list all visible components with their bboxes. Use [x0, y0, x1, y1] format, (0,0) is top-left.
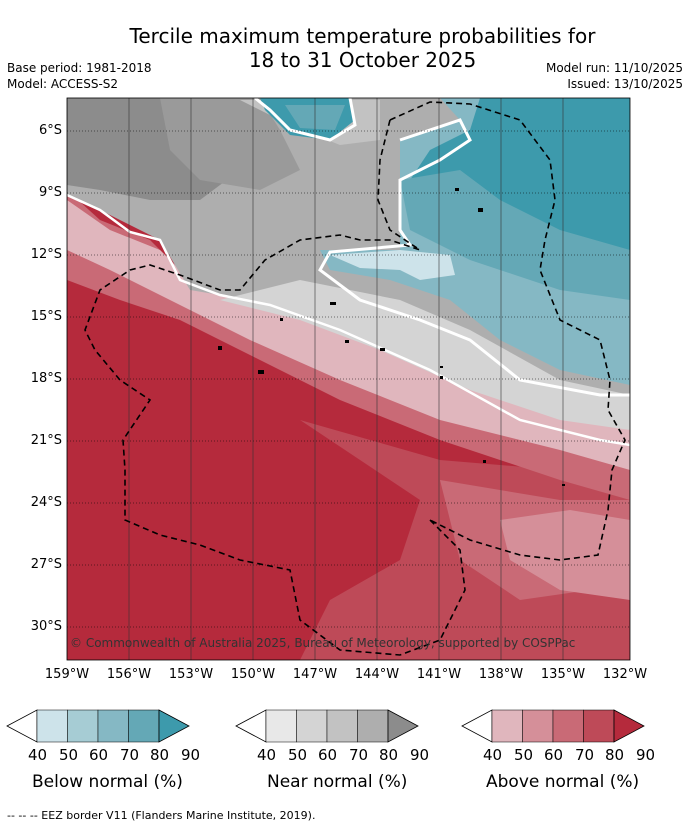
colorbar-segment — [552, 709, 584, 743]
above-tick: 60 — [544, 746, 564, 764]
near-tick: 40 — [257, 746, 277, 764]
copyright-notice: © Commonwealth of Australia 2025, Bureau… — [70, 636, 575, 650]
lon-label: 147°W — [292, 667, 338, 682]
colorbar-segment — [296, 709, 328, 743]
base-period: Base period: 1981-2018 — [7, 61, 152, 75]
lat-label: 12°S — [30, 247, 62, 262]
above-normal-label: Above normal (%) — [486, 772, 640, 792]
islands — [218, 188, 565, 486]
above-tick: 50 — [514, 746, 534, 764]
near-normal-label: Near normal (%) — [267, 772, 408, 792]
lon-label: 141°W — [416, 667, 462, 682]
near-normal-colorbar — [235, 709, 419, 743]
colorbar-segment — [522, 709, 554, 743]
above-tick: 70 — [575, 746, 595, 764]
near-tick: 70 — [349, 746, 369, 764]
model-name: Model: ACCESS-S2 — [7, 77, 119, 91]
below-top-contour — [254, 98, 357, 142]
chart-title: Tercile maximum temperature probabilitie… — [0, 24, 690, 72]
lon-label: 132°W — [602, 667, 648, 682]
colorbar-segment — [583, 709, 615, 743]
near-70-region — [160, 98, 300, 190]
below-tick: 90 — [181, 746, 201, 764]
title-line-2: 18 to 31 October 2025 — [248, 48, 477, 72]
above-tick: 80 — [605, 746, 625, 764]
colorbar-min-arrow — [6, 709, 38, 743]
probability-map: © Commonwealth of Australia 2025, Bureau… — [66, 97, 631, 661]
title-line-1: Tercile maximum temperature probabilitie… — [129, 24, 596, 48]
colorbar-segment — [67, 709, 99, 743]
lon-label: 153°W — [168, 667, 214, 682]
near-tick: 50 — [288, 746, 308, 764]
near-tick: 90 — [410, 746, 430, 764]
map-fill: © Commonwealth of Australia 2025, Bureau… — [67, 98, 630, 660]
below-80-band — [400, 170, 630, 300]
lon-label: 138°W — [478, 667, 524, 682]
above-tick: 40 — [483, 746, 503, 764]
lat-label: 30°S — [30, 619, 62, 634]
lat-label: 15°S — [30, 309, 62, 324]
below-tick: 60 — [89, 746, 109, 764]
colorbar-segment — [491, 709, 523, 743]
below-50-patch — [330, 250, 455, 280]
above-40-contour — [67, 193, 630, 447]
below-normal-colorbar — [6, 709, 190, 743]
meta-left: Base period: 1981-2018 Model: ACCESS-S2 — [7, 60, 152, 92]
lat-label: 21°S — [30, 433, 62, 448]
model-run: Model run: 11/10/2025 — [545, 61, 683, 75]
colorbar-segment — [357, 709, 389, 743]
below-normal-label: Below normal (%) — [32, 772, 183, 792]
above-tick: 90 — [636, 746, 656, 764]
colorbar-segment — [36, 709, 68, 743]
below-40-contour — [318, 118, 630, 397]
lat-label: 6°S — [38, 123, 62, 138]
issued-date: Issued: 13/10/2025 — [567, 77, 683, 91]
lon-label: 159°W — [44, 667, 90, 682]
colorbar-max-arrow — [613, 709, 645, 743]
lat-label: 24°S — [30, 495, 62, 510]
near-50-band — [220, 280, 630, 430]
below-tick: 50 — [59, 746, 79, 764]
above-normal-colorbar — [461, 709, 645, 743]
lon-gridlines — [67, 98, 630, 660]
lat-gridlines — [67, 130, 630, 628]
lat-label: 18°S — [30, 371, 62, 386]
below-tick: 70 — [120, 746, 140, 764]
lat-label: 27°S — [30, 557, 62, 572]
colorbar-min-arrow — [235, 709, 267, 743]
below-tick: 80 — [150, 746, 170, 764]
lon-label: 135°W — [540, 667, 586, 682]
below-tick: 40 — [28, 746, 48, 764]
colorbar-max-arrow — [387, 709, 419, 743]
lon-label: 150°W — [230, 667, 276, 682]
eez-borders — [84, 101, 626, 656]
near-tick: 60 — [318, 746, 338, 764]
colorbar-segment — [97, 709, 129, 743]
colorbar-segment — [128, 709, 160, 743]
eez-footer: -- -- -- EEZ border V11 (Flanders Marine… — [7, 809, 316, 822]
lon-label: 144°W — [354, 667, 400, 682]
colorbar-max-arrow — [158, 709, 190, 743]
meta-right: Model run: 11/10/2025 Issued: 13/10/2025 — [546, 60, 683, 92]
near-tick: 80 — [379, 746, 399, 764]
colorbar-segment — [265, 709, 297, 743]
above-50-region — [500, 510, 630, 600]
colorbar-segment — [326, 709, 358, 743]
map-frame — [66, 97, 631, 661]
colorbar-min-arrow — [461, 709, 493, 743]
lat-label: 9°S — [38, 185, 62, 200]
legend-colorbars — [6, 709, 645, 743]
lon-label: 156°W — [106, 667, 152, 682]
